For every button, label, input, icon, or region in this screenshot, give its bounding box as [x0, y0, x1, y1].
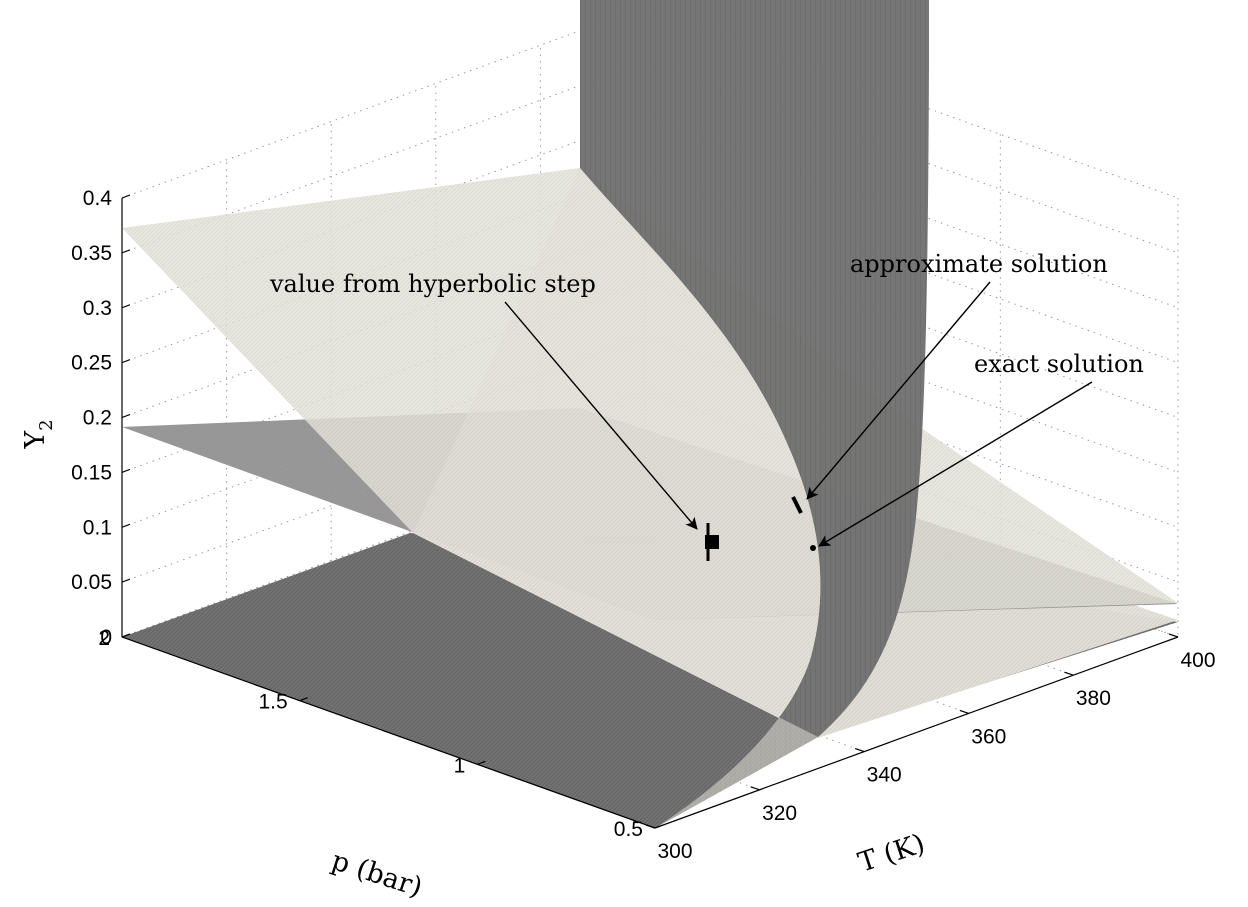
approximate-solution-marker [791, 496, 803, 514]
z-ticks: 0 0.05 0.1 0.15 0.2 0.25 0.3 0.35 0.4 [71, 187, 131, 649]
annotation-arrow [806, 281, 991, 500]
p-tick-label: 1 [454, 754, 466, 777]
t-tick-mark [959, 709, 969, 714]
annotation-arrow [504, 301, 698, 530]
z-tick-label: 0.2 [83, 407, 112, 430]
t-ticks: 300 320 340 360 380 400 [645, 633, 1216, 863]
t-tick-mark [750, 786, 760, 791]
p-tick-label: 2 [98, 627, 110, 650]
z-tick-mark [121, 523, 131, 528]
t-tick-mark [1168, 633, 1179, 638]
t-tick-label: 300 [657, 840, 692, 863]
annotations: value from hyperbolic step approximate so… [269, 250, 1144, 547]
annotation-label: exact solution [974, 350, 1144, 378]
annotation-arrow [818, 381, 1093, 547]
z-tick-mark [121, 249, 131, 254]
z-tick-mark [121, 304, 131, 309]
z-tick-label: 0.35 [71, 242, 112, 265]
z-axis-label: Y2 [20, 419, 57, 449]
p-tick-label: 1.5 [258, 691, 287, 714]
exact-solution-marker [810, 545, 816, 551]
z-tick-mark [121, 413, 131, 419]
p-axis-line [121, 636, 656, 829]
t-tick-label: 320 [762, 802, 797, 825]
t-tick-mark [645, 824, 656, 829]
p-tick-mark [654, 824, 664, 829]
p-axis-label: p (bar) [328, 845, 426, 903]
p-tick-label: 0.5 [614, 818, 643, 841]
z-tick-mark [121, 359, 131, 364]
z-tick-label: 0.3 [83, 297, 112, 320]
p-tick-mark [299, 697, 308, 702]
t-axis-label: T (K) [855, 828, 929, 878]
annotation-label: approximate solution [850, 250, 1108, 278]
light-curved-surface [413, 168, 821, 828]
t-tick-mark [1064, 671, 1074, 676]
t-tick-mark [855, 748, 865, 753]
p-tick-mark [477, 760, 486, 765]
z-tick-label: 0.15 [71, 461, 112, 484]
t-tick-label: 380 [1076, 687, 1111, 710]
t-tick-label: 360 [971, 725, 1006, 748]
solution-markers [705, 496, 816, 561]
p-ticks: 0.5 1 1.5 2 [98, 627, 664, 841]
dark-wall-surface [580, 0, 929, 828]
z-tick-label: 0.1 [83, 516, 112, 539]
z-tick-mark [121, 468, 131, 473]
z-tick-label: 0 [100, 626, 112, 649]
z-tick-label: 0.25 [71, 352, 112, 375]
annotation-label: value from hyperbolic step [269, 270, 596, 298]
t-tick-label: 400 [1180, 649, 1215, 672]
z-tick-label: 0.4 [83, 187, 113, 210]
surfaces [122, 0, 1178, 828]
t-tick-label: 340 [867, 764, 902, 787]
z-tick-mark [121, 578, 131, 583]
z-tick-mark [121, 194, 131, 199]
t-axis-line [654, 636, 1179, 829]
p-tick-mark [121, 633, 131, 638]
z-tick-label: 0.05 [71, 571, 112, 594]
